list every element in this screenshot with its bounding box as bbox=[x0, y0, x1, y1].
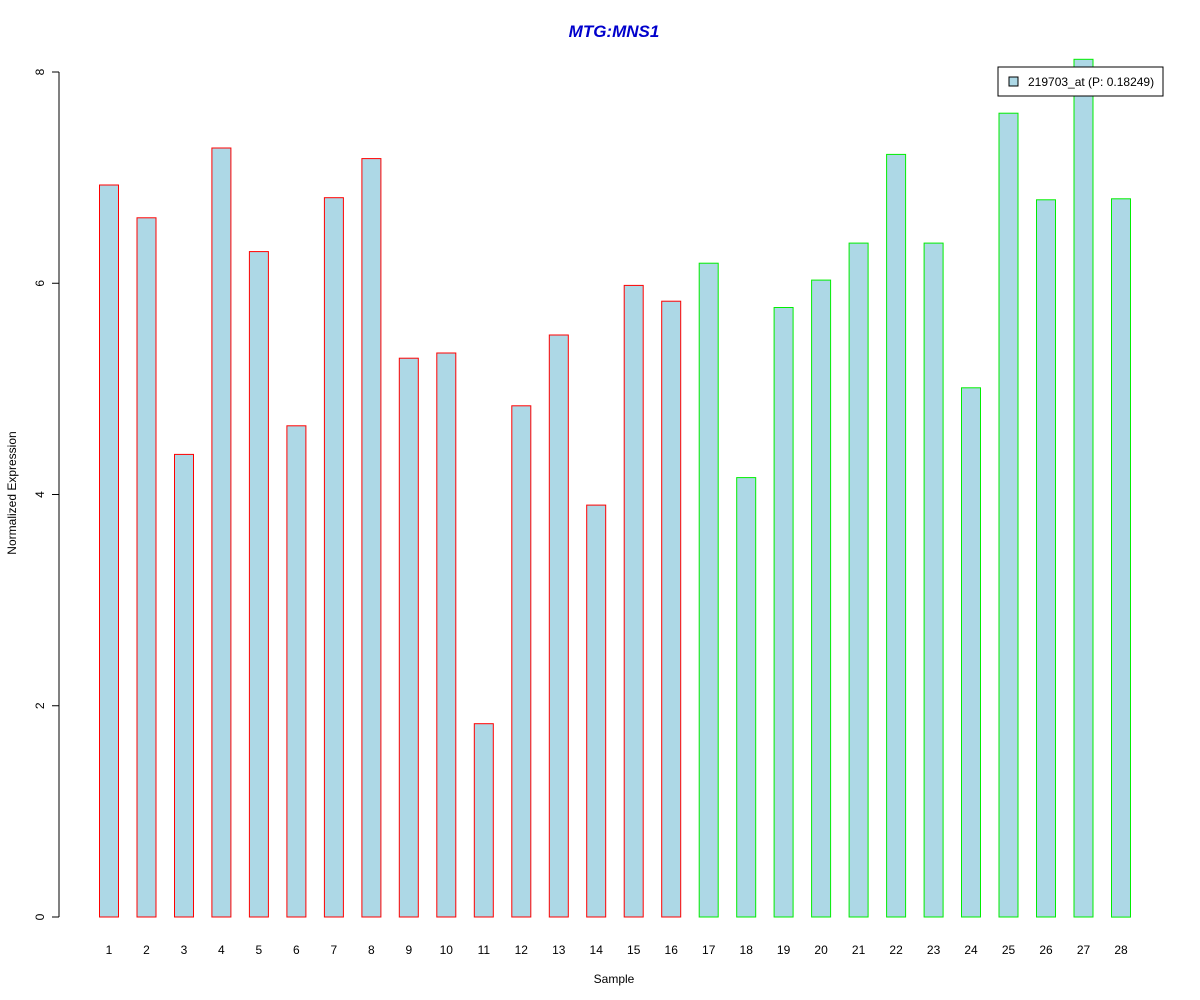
bar-sample-15 bbox=[623, 284, 644, 918]
x-tick-label: 17 bbox=[702, 943, 716, 957]
legend: 219703_at (P: 0.18249) bbox=[997, 66, 1164, 97]
bar-sample-1 bbox=[99, 184, 119, 918]
bar-sample-14 bbox=[586, 504, 607, 918]
legend-swatch bbox=[1008, 76, 1019, 87]
bar-sample-26 bbox=[1036, 199, 1056, 918]
bar-sample-22 bbox=[886, 153, 907, 918]
x-tick-label: 9 bbox=[405, 943, 412, 957]
bar-sample-7 bbox=[323, 197, 344, 918]
bar-sample-8 bbox=[361, 158, 382, 918]
bar-sample-23 bbox=[923, 242, 944, 918]
x-tick-label: 16 bbox=[665, 943, 679, 957]
x-tick-label: 12 bbox=[515, 943, 529, 957]
bar-sample-27 bbox=[1073, 58, 1094, 918]
bar-sample-6 bbox=[286, 425, 307, 918]
bar-sample-9 bbox=[398, 357, 419, 918]
x-tick-label: 28 bbox=[1114, 943, 1128, 957]
bar-sample-18 bbox=[736, 477, 757, 918]
y-tick-label: 8 bbox=[33, 68, 47, 75]
y-tick-label: 6 bbox=[33, 280, 47, 287]
x-tick-label: 20 bbox=[814, 943, 828, 957]
x-tick-label: 21 bbox=[852, 943, 866, 957]
bar-sample-2 bbox=[136, 217, 157, 918]
x-tick-label: 5 bbox=[256, 943, 263, 957]
x-tick-label: 10 bbox=[440, 943, 454, 957]
x-tick-label: 15 bbox=[627, 943, 641, 957]
x-tick-label: 4 bbox=[218, 943, 225, 957]
bar-sample-28 bbox=[1111, 198, 1131, 918]
x-tick-label: 25 bbox=[1002, 943, 1016, 957]
bar-sample-16 bbox=[661, 300, 682, 918]
bar-sample-3 bbox=[174, 453, 194, 918]
bar-sample-24 bbox=[961, 387, 981, 918]
x-tick-label: 2 bbox=[143, 943, 150, 957]
legend-label: 219703_at (P: 0.18249) bbox=[1028, 75, 1154, 89]
x-tick-label: 26 bbox=[1039, 943, 1053, 957]
bar-sample-12 bbox=[511, 405, 532, 918]
x-tick-label: 7 bbox=[331, 943, 338, 957]
bar-sample-21 bbox=[848, 242, 869, 918]
bars bbox=[99, 58, 1131, 918]
x-tick-label: 14 bbox=[590, 943, 604, 957]
x-tick-label: 13 bbox=[552, 943, 566, 957]
x-tick-label: 19 bbox=[777, 943, 791, 957]
x-tick-label: 3 bbox=[181, 943, 188, 957]
y-tick-label: 2 bbox=[33, 702, 47, 709]
x-tick-label: 8 bbox=[368, 943, 375, 957]
x-axis-label: Sample bbox=[594, 972, 635, 986]
x-tick-label: 24 bbox=[964, 943, 978, 957]
bar-sample-11 bbox=[473, 723, 494, 918]
bar-sample-19 bbox=[773, 307, 794, 918]
y-axis: 0 2 4 6 8 bbox=[33, 68, 60, 920]
bar-sample-13 bbox=[548, 334, 569, 918]
x-tick-label: 6 bbox=[293, 943, 300, 957]
legend-box bbox=[997, 66, 1164, 97]
bar-sample-25 bbox=[998, 112, 1019, 918]
x-tick-label: 18 bbox=[740, 943, 754, 957]
x-tick-label: 22 bbox=[889, 943, 903, 957]
x-tick-label: 1 bbox=[106, 943, 113, 957]
x-tick-label: 11 bbox=[478, 943, 491, 957]
y-tick-label: 4 bbox=[33, 491, 47, 498]
chart-title: MTG:MNS1 bbox=[569, 22, 660, 41]
y-tick-label: 0 bbox=[33, 913, 47, 920]
x-tick-label: 23 bbox=[927, 943, 941, 957]
bar-sample-10 bbox=[436, 352, 457, 918]
bar-sample-20 bbox=[811, 279, 832, 918]
bar-sample-17 bbox=[698, 262, 719, 918]
x-tick-labels: 1 2 3 4 5 6 7 8 9 10 11 12 13 14 15 16 17 18 19 20 21 22 23 24 2… bbox=[106, 943, 1128, 957]
bar-sample-4 bbox=[211, 147, 232, 918]
x-tick-label: 27 bbox=[1077, 943, 1091, 957]
bar-sample-5 bbox=[248, 251, 269, 918]
y-axis-label: Normalized Expression bbox=[5, 431, 19, 554]
